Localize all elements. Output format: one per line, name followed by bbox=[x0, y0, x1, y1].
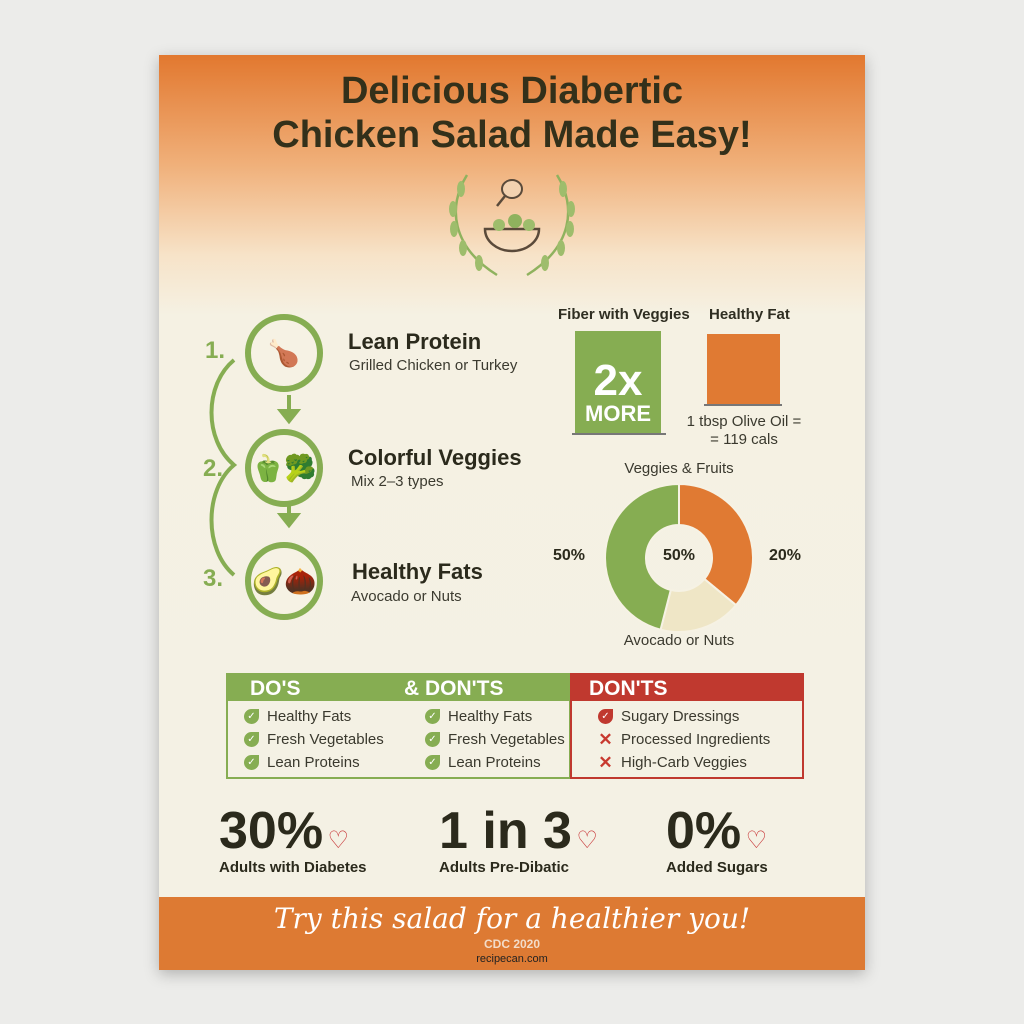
donut-bottom-label: Avocado or Nuts bbox=[623, 632, 735, 649]
donts-heading: DON'TS bbox=[572, 675, 802, 701]
item-label: Fresh Vegetables bbox=[267, 731, 384, 748]
stat-label: Added Sugars bbox=[666, 859, 768, 876]
pepper-broccoli-icon: 🫑🥦 bbox=[245, 429, 323, 507]
footer-banner: Try this salad for a healthier you! CDC … bbox=[159, 897, 865, 970]
check-icon: ✓ bbox=[244, 709, 259, 724]
item-label: Processed Ingredients bbox=[621, 731, 771, 748]
donut-center-label: 50% bbox=[662, 547, 696, 564]
check-icon: ✓ bbox=[425, 732, 440, 747]
donut-right-label: 20% bbox=[769, 547, 802, 564]
fat-note-2: = 119 cals bbox=[710, 431, 778, 448]
stat-value: 0% bbox=[666, 802, 742, 860]
step-number: 2. bbox=[203, 455, 224, 482]
heart-icon: ♡ bbox=[745, 827, 768, 854]
fiber-big: 2x bbox=[593, 356, 643, 405]
item-label: Fresh Vegetables bbox=[448, 731, 565, 748]
fiber-label: Fiber with Veggies bbox=[558, 306, 690, 323]
item-label: Lean Proteins bbox=[448, 754, 541, 771]
dos-column-1: ✓ Healthy Fats ✓ Fresh Vegetables ✓ Lean Pr… bbox=[244, 705, 384, 774]
infographic-poster: Delicious Diabertic Chicken Salad Made E… bbox=[159, 55, 865, 970]
heart-icon: ♡ bbox=[576, 827, 598, 854]
fiber-small: MORE bbox=[585, 401, 651, 426]
step-arrows bbox=[276, 395, 302, 529]
item-label: Healthy Fats bbox=[448, 708, 533, 725]
donts-column: ✓ Sugary Dressings ✕ Processed Ingredients… bbox=[598, 705, 770, 774]
list-item: ✓ Fresh Vegetables bbox=[244, 728, 384, 751]
heart-icon: ♡ bbox=[327, 827, 350, 854]
dos-column-2: ✓ Healthy Fats ✓ Fresh Vegetables ✓ Lean Pr… bbox=[425, 705, 565, 774]
list-item: ✓ Sugary Dressings bbox=[598, 705, 770, 728]
donut-slice-2 bbox=[604, 482, 680, 631]
fat-note: 1 tbsp Olive Oil = = 119 cals bbox=[679, 413, 809, 449]
check-icon: ✓ bbox=[425, 709, 440, 724]
check-icon: ✓ bbox=[425, 755, 440, 770]
dos-header: DO'S & DON'TS bbox=[228, 675, 569, 701]
step-number: 1. bbox=[205, 337, 226, 364]
avocado-walnut-icon: 🥑🌰 bbox=[245, 542, 323, 620]
step-subtitle: Mix 2–3 types bbox=[351, 473, 444, 490]
baseline bbox=[572, 433, 666, 435]
donts-panel: DON'TS ✓ Sugary Dressings ✕ Processed Ingr… bbox=[570, 673, 804, 779]
list-item: ✓ Lean Proteins bbox=[244, 751, 384, 774]
x-icon: ✕ bbox=[598, 730, 613, 749]
tagline: Try this salad for a healthier you! bbox=[273, 902, 751, 935]
step-subtitle: Grilled Chicken or Turkey bbox=[349, 357, 518, 374]
list-item: ✕ High-Carb Veggies bbox=[598, 751, 770, 774]
stat: 1 in 3 ♡ Adults Pre-Dibatic bbox=[439, 803, 598, 876]
step-subtitle: Avocado or Nuts bbox=[351, 588, 462, 605]
stat: 30% ♡ Adults with Diabetes bbox=[219, 803, 367, 876]
step-connector bbox=[209, 358, 238, 577]
step-number: 3. bbox=[203, 565, 224, 592]
check-icon: ✓ bbox=[244, 755, 259, 770]
title: Delicious Diabertic Chicken Salad Made E… bbox=[159, 69, 865, 157]
stat-label: Adults Pre-Dibatic bbox=[439, 859, 570, 876]
x-icon: ✕ bbox=[598, 753, 613, 772]
list-item: ✓ Lean Proteins bbox=[425, 751, 565, 774]
donut-chart bbox=[604, 482, 754, 633]
watermark: recipecan.com bbox=[476, 953, 548, 965]
list-item: ✓ Healthy Fats bbox=[244, 705, 384, 728]
item-label: Healthy Fats bbox=[267, 708, 352, 725]
donut-top-label: Veggies & Fruits bbox=[624, 460, 734, 477]
stat-label: Adults with Diabetes bbox=[219, 859, 367, 876]
source: CDC 2020 bbox=[483, 937, 541, 951]
fat-box bbox=[707, 334, 780, 404]
list-item: ✓ Fresh Vegetables bbox=[425, 728, 565, 751]
item-label: Lean Proteins bbox=[267, 754, 360, 771]
stat-value: 30% bbox=[219, 802, 324, 860]
stat: 0% ♡ Added Sugars bbox=[666, 803, 768, 876]
item-label: High-Carb Veggies bbox=[621, 754, 747, 771]
stat-value: 1 in 3 bbox=[439, 802, 572, 860]
step-title: Colorful Veggies bbox=[348, 445, 522, 470]
fiber-box: 2x MORE bbox=[575, 331, 661, 433]
donut-slice-0 bbox=[678, 482, 754, 607]
check-icon: ✓ bbox=[244, 732, 259, 747]
fat-label: Healthy Fat bbox=[709, 306, 790, 323]
roast-chicken-icon: 🍗 bbox=[245, 314, 323, 392]
baseline bbox=[704, 404, 782, 406]
title-line-1: Delicious Diabertic bbox=[340, 70, 684, 112]
fat-note-1: 1 tbsp Olive Oil = bbox=[686, 413, 802, 430]
donut-left-label: 50% bbox=[553, 547, 586, 564]
dos-donts-heading: & DON'TS bbox=[404, 677, 504, 700]
check-icon: ✓ bbox=[598, 709, 613, 724]
item-label: Sugary Dressings bbox=[621, 708, 740, 725]
step-title: Healthy Fats bbox=[352, 559, 483, 584]
title-line-2: Chicken Salad Made Easy! bbox=[272, 114, 752, 156]
step-title: Lean Protein bbox=[348, 329, 482, 354]
dos-panel: DO'S & DON'TS ✓ Healthy Fats ✓ Fresh Veget… bbox=[226, 673, 571, 779]
list-item: ✕ Processed Ingredients bbox=[598, 728, 770, 751]
laurel-chicken-bowl-icon bbox=[449, 174, 575, 277]
dos-heading: DO'S bbox=[250, 677, 301, 700]
list-item: ✓ Healthy Fats bbox=[425, 705, 565, 728]
